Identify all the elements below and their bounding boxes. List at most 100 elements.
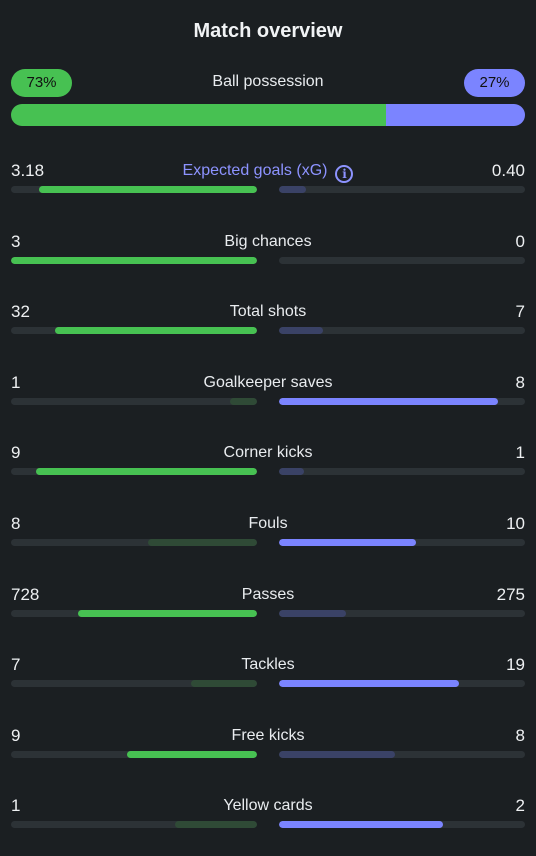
home-bar-fill bbox=[35, 468, 257, 475]
stat-row-goalkeeper-saves: 1 Goalkeeper saves 8 bbox=[11, 373, 525, 413]
stat-label-text: Fouls bbox=[248, 515, 288, 532]
away-bar-fill bbox=[279, 327, 324, 334]
stat-row-free-kicks: 9 Free kicks 8 bbox=[11, 726, 525, 766]
stat-row-corner-kicks: 9 Corner kicks 1 bbox=[11, 443, 525, 483]
stat-label-text: Expected goals (xG) bbox=[182, 162, 328, 179]
home-bar-fill bbox=[55, 327, 257, 334]
stat-row-yellow-cards: 1 Yellow cards 2 bbox=[11, 796, 525, 836]
home-bar-track bbox=[11, 539, 257, 546]
away-bar-fill bbox=[279, 186, 307, 193]
stat-label-text: Total shots bbox=[229, 303, 307, 320]
home-bar-track bbox=[11, 680, 257, 687]
away-value: 0 bbox=[515, 232, 525, 251]
stat-label: Corner kicks bbox=[11, 443, 525, 463]
away-value: 8 bbox=[515, 726, 525, 745]
home-bar-fill bbox=[190, 680, 257, 687]
home-value: 7 bbox=[11, 655, 21, 674]
away-bar-track bbox=[279, 257, 525, 264]
home-bar-fill bbox=[38, 186, 257, 193]
stat-label: Yellow cards bbox=[11, 796, 525, 816]
away-value: 275 bbox=[496, 585, 525, 604]
home-possession-badge: 73% bbox=[11, 69, 72, 97]
away-value: 7 bbox=[515, 302, 525, 321]
possession-bar bbox=[11, 104, 525, 126]
home-value: 1 bbox=[11, 796, 21, 815]
home-bar-fill bbox=[78, 610, 257, 617]
away-bar-fill bbox=[279, 468, 304, 475]
home-value: 32 bbox=[11, 302, 30, 321]
away-value: 1 bbox=[515, 443, 525, 462]
away-value: 0.40 bbox=[491, 161, 525, 180]
away-possession-segment bbox=[386, 104, 525, 126]
stat-label[interactable]: Expected goals (xG) i bbox=[11, 161, 525, 183]
home-bar-track bbox=[11, 751, 257, 758]
info-icon[interactable]: i bbox=[335, 165, 354, 183]
away-bar-fill bbox=[279, 539, 416, 546]
stat-label-text: Tackles bbox=[241, 656, 295, 673]
home-bar-fill bbox=[126, 751, 257, 758]
home-value: 9 bbox=[11, 443, 21, 462]
page-title: Match overview bbox=[193, 20, 343, 42]
home-bar-fill bbox=[175, 821, 257, 828]
away-bar-track bbox=[279, 610, 525, 617]
away-value: 2 bbox=[515, 796, 525, 815]
away-bar-track bbox=[279, 468, 525, 475]
stat-row-tackles: 7 Tackles 19 bbox=[11, 655, 525, 695]
home-bar-fill bbox=[229, 398, 257, 405]
away-bar-track bbox=[279, 751, 525, 758]
away-bar-track bbox=[279, 539, 525, 546]
away-bar-fill bbox=[279, 680, 459, 687]
away-value: 8 bbox=[515, 373, 525, 392]
possession-label: Ball possession bbox=[212, 73, 324, 90]
away-bar-fill bbox=[279, 821, 443, 828]
stat-label-text: Passes bbox=[241, 586, 295, 603]
away-bar-fill bbox=[279, 398, 498, 405]
home-bar-track bbox=[11, 327, 257, 334]
home-value: 1 bbox=[11, 373, 21, 392]
stat-label: Tackles bbox=[11, 655, 525, 675]
away-value: 10 bbox=[506, 514, 525, 533]
possession-row: 73% Ball possession 27% bbox=[11, 69, 525, 97]
home-possession-segment bbox=[11, 104, 387, 126]
stat-label-text: Yellow cards bbox=[223, 797, 313, 814]
stat-label: Big chances bbox=[11, 232, 525, 252]
away-bar-track bbox=[279, 680, 525, 687]
stat-row-total-shots: 32 Total shots 7 bbox=[11, 302, 525, 342]
home-value: 3 bbox=[11, 232, 21, 251]
away-bar-fill bbox=[279, 610, 347, 617]
home-value: 8 bbox=[11, 514, 21, 533]
stat-label: Goalkeeper saves bbox=[11, 373, 525, 393]
stat-row-xg: 3.18 Expected goals (xG) i 0.40 bbox=[11, 161, 525, 201]
home-bar-track bbox=[11, 610, 257, 617]
away-bar-track bbox=[279, 821, 525, 828]
home-bar-track bbox=[11, 398, 257, 405]
stat-row-fouls: 8 Fouls 10 bbox=[11, 514, 525, 554]
home-value: 3.18 bbox=[11, 161, 45, 180]
stat-label-text: Big chances bbox=[224, 233, 312, 250]
away-bar-fill bbox=[279, 751, 395, 758]
home-bar-fill bbox=[11, 257, 257, 264]
home-value: 728 bbox=[11, 585, 40, 604]
away-bar-track bbox=[279, 186, 525, 193]
home-bar-track bbox=[11, 257, 257, 264]
away-value: 19 bbox=[506, 655, 525, 674]
stat-row-passes: 728 Passes 275 bbox=[11, 585, 525, 625]
stat-label-text: Free kicks bbox=[231, 727, 305, 744]
home-bar-track bbox=[11, 468, 257, 475]
home-bar-track bbox=[11, 186, 257, 193]
home-value: 9 bbox=[11, 726, 21, 745]
home-bar-track bbox=[11, 821, 257, 828]
stat-label: Free kicks bbox=[11, 726, 525, 746]
home-bar-fill bbox=[147, 539, 257, 546]
stat-label-text: Corner kicks bbox=[223, 444, 313, 461]
away-possession-badge: 27% bbox=[464, 69, 525, 97]
away-bar-track bbox=[279, 327, 525, 334]
stat-label: Passes bbox=[11, 585, 525, 605]
stat-label: Fouls bbox=[11, 514, 525, 534]
away-bar-track bbox=[279, 398, 525, 405]
stat-row-big-chances: 3 Big chances 0 bbox=[11, 232, 525, 272]
stat-label-text: Goalkeeper saves bbox=[203, 374, 333, 391]
stat-label: Total shots bbox=[11, 302, 525, 322]
